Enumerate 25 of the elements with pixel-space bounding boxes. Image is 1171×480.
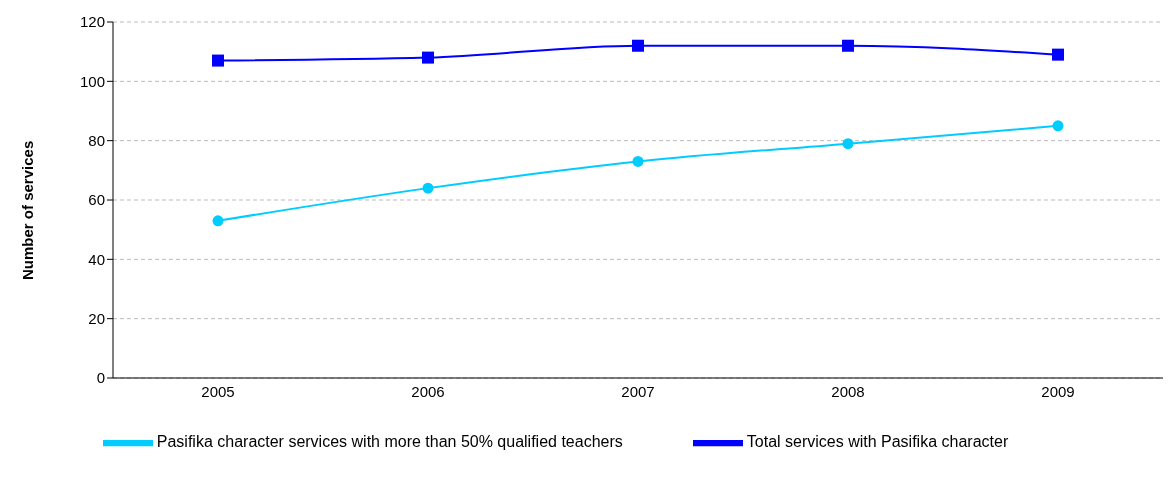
y-tick-label: 60 xyxy=(88,191,105,209)
point xyxy=(212,215,224,227)
x-tick-label: 2005 xyxy=(201,382,235,400)
point xyxy=(632,155,644,167)
legend-label: Total services with Pasifika character xyxy=(746,433,1009,451)
y-tick-label: 40 xyxy=(88,250,105,268)
point xyxy=(632,39,644,52)
legend-label: Pasifika character services with more than 50% qualified teachers xyxy=(156,433,623,451)
point xyxy=(1052,120,1064,132)
x-tick-label: 2007 xyxy=(621,382,655,400)
y-tick-label: 20 xyxy=(88,309,105,327)
point xyxy=(212,54,224,67)
x-tick-label: 2006 xyxy=(411,382,445,400)
point xyxy=(1052,48,1064,61)
y-tick-label: 0 xyxy=(96,369,105,387)
y-tick-label: 100 xyxy=(79,72,105,90)
point xyxy=(422,182,434,194)
y-tick-label: 80 xyxy=(88,131,105,149)
x-tick-label: 2009 xyxy=(1041,382,1075,400)
y-axis-title: Number of services xyxy=(19,140,37,280)
point xyxy=(842,138,854,150)
point xyxy=(422,51,434,64)
point xyxy=(842,39,854,52)
x-tick-label: 2008 xyxy=(831,382,865,400)
y-tick-label: 120 xyxy=(79,13,105,31)
